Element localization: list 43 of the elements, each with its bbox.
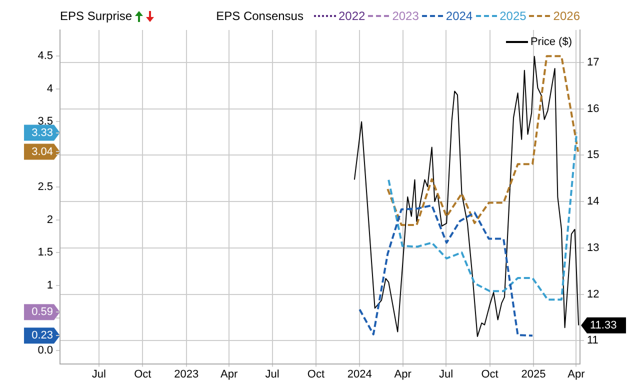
- x-tick-label: Apr: [568, 368, 586, 380]
- y-tick-label: 2: [46, 214, 53, 226]
- x-tick-label: Jul: [265, 368, 280, 380]
- legend-label: 2025: [500, 9, 526, 23]
- y2-tick-label: 13: [587, 242, 600, 254]
- text: EPS Surprise: [60, 9, 132, 23]
- y-tick-label: 0.0: [38, 344, 53, 357]
- legend-label: 2022: [338, 9, 366, 23]
- x-tick-label: 2024: [347, 368, 372, 380]
- y-tick-label: 3.33: [32, 126, 53, 139]
- y2-tick-label: 12: [587, 288, 600, 300]
- line-series: [386, 55, 580, 226]
- legend-title: EPS Consensus: [216, 9, 304, 23]
- legend-label: 2023: [392, 9, 419, 23]
- y-tick-label: 1: [46, 279, 53, 292]
- y-tick-label: 2.5: [38, 181, 53, 194]
- y2-tick-label: 11: [587, 334, 598, 347]
- line-series: [388, 132, 578, 301]
- x-tick-label: Oct: [134, 368, 152, 380]
- legend-label: Price ($): [530, 36, 572, 48]
- y2-tick-label: 15: [587, 149, 600, 162]
- y2-tick-label: 16: [587, 102, 600, 115]
- x-tick-label: Oct: [307, 368, 325, 380]
- data-label: 11.33: [590, 319, 617, 332]
- y-tick-label: 0.59: [32, 306, 53, 318]
- x-tick-label: 2025: [521, 368, 546, 380]
- y-tick-label: 4: [46, 82, 53, 95]
- y-tick-label: 3.5: [38, 116, 53, 128]
- x-tick-label: Jul: [92, 368, 106, 380]
- y-tick-label: 1.5: [38, 246, 53, 259]
- x-tick-label: Oct: [481, 368, 498, 380]
- x-tick-label: Apr: [220, 368, 238, 380]
- y-tick-label: 3.04: [32, 146, 53, 158]
- x-tick-label: 2023: [174, 368, 199, 380]
- legend-label: 2024: [446, 9, 473, 23]
- x-tick-label: Apr: [394, 368, 412, 380]
- y2-tick-label: 17: [587, 56, 600, 68]
- x-tick-label: Jul: [439, 368, 454, 380]
- y2-tick-label: 14: [587, 196, 600, 208]
- y-tick-label: 0.23: [32, 330, 53, 342]
- y-tick-label: 4.5: [38, 50, 53, 62]
- legend-label: 2026: [553, 9, 580, 23]
- line-series: [358, 204, 534, 337]
